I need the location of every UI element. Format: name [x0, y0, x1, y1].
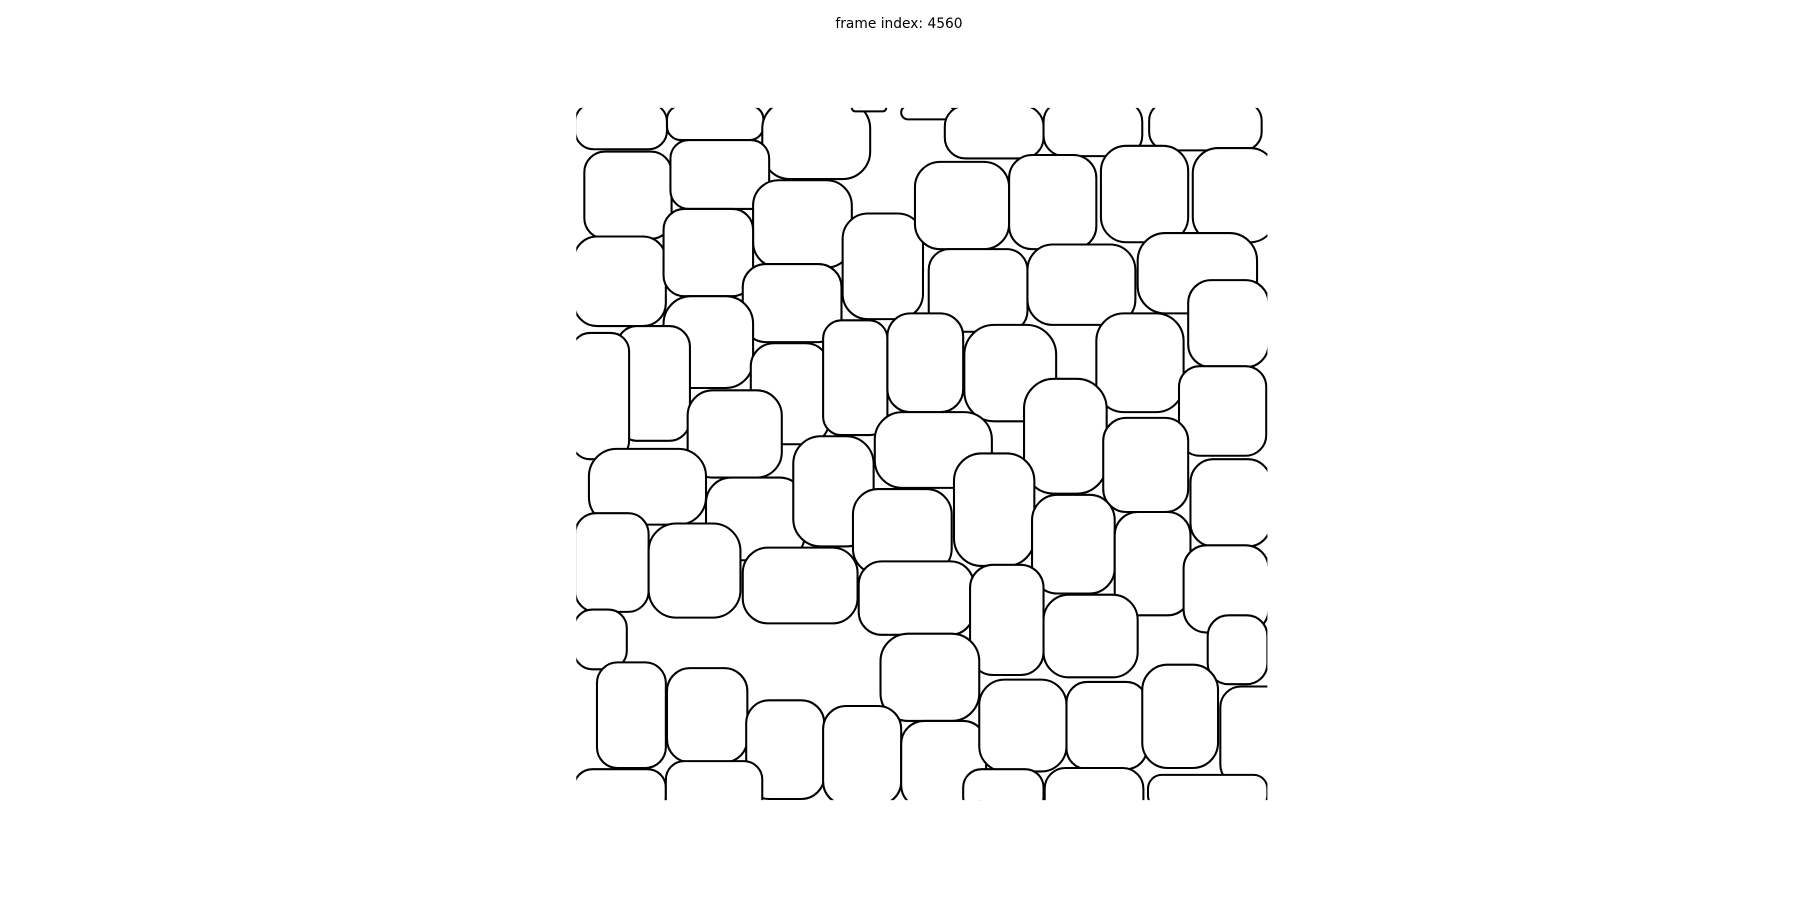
cell-outline	[1102, 416, 1190, 514]
cell-outline	[1031, 493, 1116, 595]
cell-outline	[761, 107, 872, 181]
cell-outline	[857, 560, 975, 636]
cell-outline	[1141, 663, 1220, 770]
cell-outline	[1177, 365, 1268, 457]
cell-outline	[1042, 593, 1139, 679]
cell-outline	[943, 107, 1045, 160]
cell-outline	[583, 150, 673, 240]
cell-outline	[850, 107, 888, 113]
cell-outline	[1008, 153, 1098, 251]
cell-outline	[822, 319, 889, 437]
cell-outline	[1189, 458, 1268, 548]
cell-outline	[576, 107, 669, 151]
cell-outline	[879, 632, 981, 722]
cell-outline	[1148, 107, 1263, 152]
plot-area	[576, 107, 1268, 801]
cell-outline	[576, 608, 628, 671]
cell-outline	[647, 522, 742, 619]
cell-outline	[1219, 685, 1268, 787]
cell-outline	[1095, 312, 1185, 414]
cell-outline	[665, 667, 749, 764]
title: frame index: 4560	[835, 16, 962, 32]
cell-outline	[1099, 144, 1190, 244]
cell-outline	[662, 207, 755, 298]
cell-outline	[1042, 107, 1144, 158]
cell-outline	[595, 661, 667, 770]
cell-outline	[576, 768, 667, 801]
cell-outline	[576, 235, 667, 328]
cell-outline	[664, 760, 764, 801]
cell-outline	[1191, 147, 1268, 244]
cell-outline	[1043, 766, 1145, 801]
cell-outline	[576, 331, 631, 461]
cell-outline	[841, 212, 925, 321]
cell-outline	[962, 768, 1045, 801]
cell-outline	[1187, 279, 1268, 369]
cell-outline	[1206, 614, 1268, 686]
cell-outline	[978, 678, 1068, 773]
cell-outline	[576, 512, 650, 613]
cell-outline	[1022, 377, 1108, 495]
cell-outline	[1026, 243, 1137, 326]
cell-outline	[665, 107, 765, 142]
cell-outline	[741, 546, 859, 625]
cell-outline	[752, 179, 853, 269]
cell-outline	[969, 563, 1045, 677]
cells	[576, 107, 1268, 801]
cell-outline	[1146, 773, 1268, 801]
cell-outline	[952, 452, 1036, 567]
cell-outline	[886, 312, 965, 414]
cell-outline	[913, 160, 1011, 251]
cell-outline	[1065, 680, 1148, 771]
cell-outline	[822, 704, 903, 801]
